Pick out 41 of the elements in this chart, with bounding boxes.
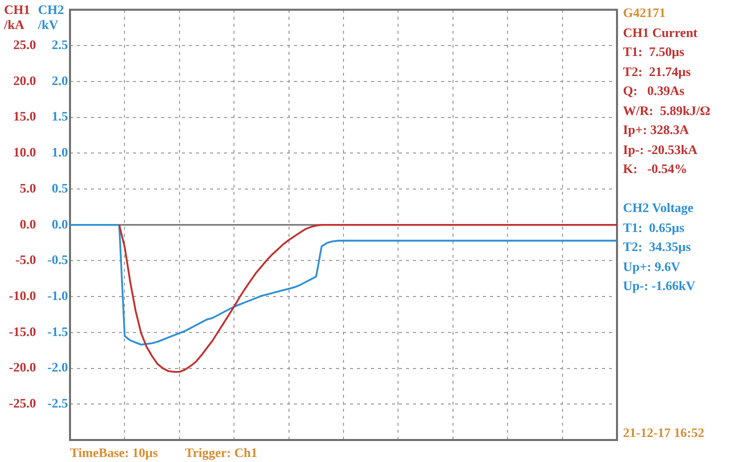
text: G42171 <box>623 4 666 22</box>
text: CH2 Voltage <box>623 199 694 217</box>
y2-tick-label: -2.5 <box>47 396 68 411</box>
y2-tick-label: 1.5 <box>52 108 68 124</box>
text: T2: 21.74µs <box>623 62 691 81</box>
y-tick-label: 20.0 <box>13 72 36 88</box>
y2-tick-label: -1.5 <box>47 324 68 339</box>
text: CH1 Current <box>623 24 698 42</box>
y2-tick-label: -1.0 <box>47 288 68 303</box>
y-tick-label: -10.0 <box>8 288 36 303</box>
text: TimeBase: 10µs <box>70 444 158 462</box>
y2-tick-label: 0.0 <box>52 216 68 232</box>
y2-axis-title: CH2 /kV <box>38 2 65 32</box>
text: Ip+: 328.3A <box>623 121 689 139</box>
text: K: -0.54% <box>623 160 688 178</box>
text: W/R: 5.89kJ/Ω <box>623 102 710 120</box>
y-tick-label: 5.0 <box>20 180 36 196</box>
text: T1: 7.50µs <box>623 43 684 61</box>
y2-tick-label: 2.5 <box>52 37 68 52</box>
y-tick-label: 15.0 <box>13 108 36 124</box>
y2-tick-label: 0.5 <box>52 180 68 196</box>
y-tick-label: -25.0 <box>8 396 36 411</box>
text: T2: 34.35µs <box>623 238 691 256</box>
y-axis-title: CH1 /kA <box>4 2 31 32</box>
text: Ip-: -20.53kA <box>623 140 698 159</box>
text: Q: 0.39As <box>623 82 684 100</box>
y-tick-label: 0.0 <box>20 216 36 232</box>
y-tick-label: -5.0 <box>15 252 36 268</box>
y2-tick-label: 2.0 <box>52 72 68 88</box>
y2-tick-label: -0.5 <box>47 252 68 268</box>
text: Trigger: Ch1 <box>185 444 258 462</box>
y2-tick-label: -2.0 <box>47 360 68 375</box>
y2-tick-label: 1.0 <box>52 144 68 160</box>
text: Up+: 9.6V <box>623 258 680 276</box>
y-tick-label: 25.0 <box>13 37 36 52</box>
y-tick-label: 10.0 <box>13 144 36 160</box>
text: Up-: -1.66kV <box>623 277 696 295</box>
y-tick-label: -15.0 <box>8 324 36 339</box>
text: T1: 0.65µs <box>623 218 684 237</box>
y-tick-label: -20.0 <box>8 360 36 375</box>
text: 21-12-17 16:52 <box>623 424 704 442</box>
